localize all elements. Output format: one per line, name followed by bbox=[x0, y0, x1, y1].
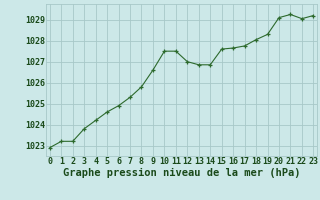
X-axis label: Graphe pression niveau de la mer (hPa): Graphe pression niveau de la mer (hPa) bbox=[63, 168, 300, 178]
